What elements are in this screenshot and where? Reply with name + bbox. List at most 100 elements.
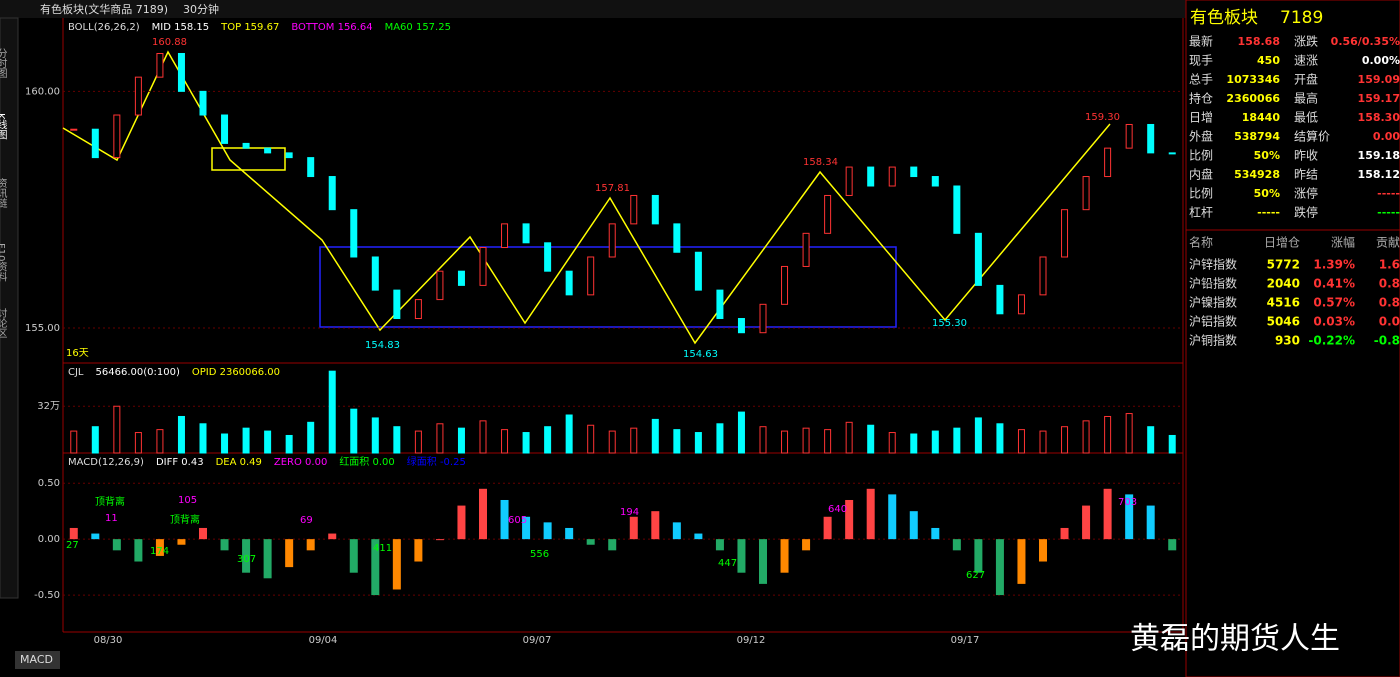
tab[interactable] <box>15 651 60 669</box>
table-cell[interactable]: 沪镍指数 <box>1189 295 1237 310</box>
candle <box>1017 294 1025 315</box>
macd-bar <box>823 516 832 540</box>
quote-label: 比例 <box>1189 187 1213 201</box>
indicator-label: OPID 2360066.00 <box>192 367 280 378</box>
range-box <box>319 246 897 328</box>
macd-bar <box>586 539 595 545</box>
macd-bar <box>543 522 552 540</box>
indicator-label: ZERO 0.00 <box>274 457 327 468</box>
volume-bar <box>608 430 616 454</box>
y-tick-label: -0.50 <box>34 590 60 601</box>
table-cell[interactable]: 沪铝指数 <box>1189 314 1237 329</box>
quote-value: 159.09 <box>1358 73 1400 86</box>
tab-label[interactable]: MACD <box>20 653 53 666</box>
candle <box>910 166 918 178</box>
macd-bar <box>479 488 487 540</box>
annotation: 158.34 <box>803 157 838 168</box>
macd-bar <box>715 539 724 551</box>
candle <box>177 52 185 92</box>
quote-code: 7189 <box>1280 8 1323 28</box>
x-tick-label: 09/07 <box>523 635 552 646</box>
macd-bar <box>112 539 121 551</box>
side-tab[interactable]: K线图 <box>0 113 7 140</box>
table-cell: 1.6 <box>1379 258 1400 272</box>
y-tick-label: 0.50 <box>38 478 60 489</box>
macd-bar <box>177 539 186 545</box>
volume-bar <box>350 408 358 454</box>
table-cell[interactable]: 沪铜指数 <box>1189 333 1237 348</box>
side-tab[interactable]: 分时图 <box>0 48 7 79</box>
macd-bar <box>328 533 337 540</box>
quote-label: 最新 <box>1189 34 1213 49</box>
annotation: 27 <box>66 540 79 551</box>
macd-bar <box>500 499 509 540</box>
side-tab[interactable]: F10资料 <box>0 243 7 282</box>
period[interactable]: 30分钟 <box>183 2 219 16</box>
table-cell: 0.8 <box>1379 277 1400 291</box>
quote-value: 0.00% <box>1362 54 1400 67</box>
table-cell[interactable]: 沪锌指数 <box>1189 257 1237 272</box>
volume-bar <box>371 417 379 454</box>
quote-label: 涨跌 <box>1294 34 1318 49</box>
volume-bar <box>1147 426 1155 454</box>
quote-value: 158.12 <box>1358 168 1400 181</box>
quote-label: 外盘 <box>1189 129 1213 144</box>
table-cell: 4516 <box>1267 296 1300 310</box>
macd-bar <box>802 539 811 551</box>
volume-bar <box>544 426 552 454</box>
candle <box>307 157 315 178</box>
volume-bar <box>781 430 789 454</box>
table-cell: 0.03% <box>1313 315 1355 329</box>
quote-title: 有色板块 <box>1190 8 1258 28</box>
annotation: 605 <box>508 515 527 526</box>
macd-bar <box>952 539 961 551</box>
volume-bar <box>1039 430 1047 454</box>
quote-panel <box>1185 0 1400 677</box>
quote-label: 结算价 <box>1294 129 1330 144</box>
side-tab[interactable]: 讨论区 <box>0 308 7 338</box>
macd-bar <box>1017 539 1026 584</box>
table-cell: 0.0 <box>1379 315 1400 329</box>
quote-value: 158.30 <box>1358 111 1400 124</box>
macd-bar <box>672 522 681 540</box>
table-cell: 0.57% <box>1313 296 1355 310</box>
candle <box>1168 152 1176 155</box>
side-tab[interactable]: 资讯链 <box>0 178 7 208</box>
candle <box>501 223 509 249</box>
indicator-label: 红面积 0.00 <box>339 455 394 468</box>
macd-bar <box>737 539 746 573</box>
macd-bar <box>1125 494 1134 540</box>
volume-bar <box>1104 415 1112 454</box>
quote-label: 最低 <box>1294 111 1318 125</box>
candle <box>221 114 229 144</box>
candle <box>371 256 379 291</box>
candle <box>414 299 422 320</box>
quote-label: 比例 <box>1189 149 1213 163</box>
volume-bar <box>264 430 272 454</box>
watermark: 黄磊的期货人生 <box>1130 622 1340 657</box>
table-cell: 5772 <box>1267 258 1300 272</box>
candle <box>457 270 465 286</box>
quote-value: 0.56/0.35% <box>1331 35 1400 48</box>
annotation: 627 <box>966 570 985 581</box>
indicator-label: 绿面积 -0.25 <box>407 455 466 468</box>
volume-bar <box>113 405 121 454</box>
y-tick-label: 155.00 <box>25 323 60 334</box>
candle <box>608 223 616 258</box>
annotation: 154.63 <box>683 349 718 360</box>
macd-bar <box>888 494 897 540</box>
candle <box>888 166 896 187</box>
quote-label: 涨停 <box>1294 186 1318 201</box>
annotation: 447 <box>718 558 737 569</box>
volume-bar <box>759 426 767 454</box>
candle <box>544 242 552 272</box>
candle <box>867 166 875 187</box>
volume-bar <box>996 423 1004 454</box>
candle <box>565 270 573 296</box>
macd-bar <box>866 488 875 540</box>
volume-bar <box>737 411 745 454</box>
macd-bar <box>155 539 164 556</box>
macd-bar <box>457 505 466 540</box>
macd-bar <box>392 539 401 590</box>
table-cell[interactable]: 沪铅指数 <box>1189 276 1237 291</box>
